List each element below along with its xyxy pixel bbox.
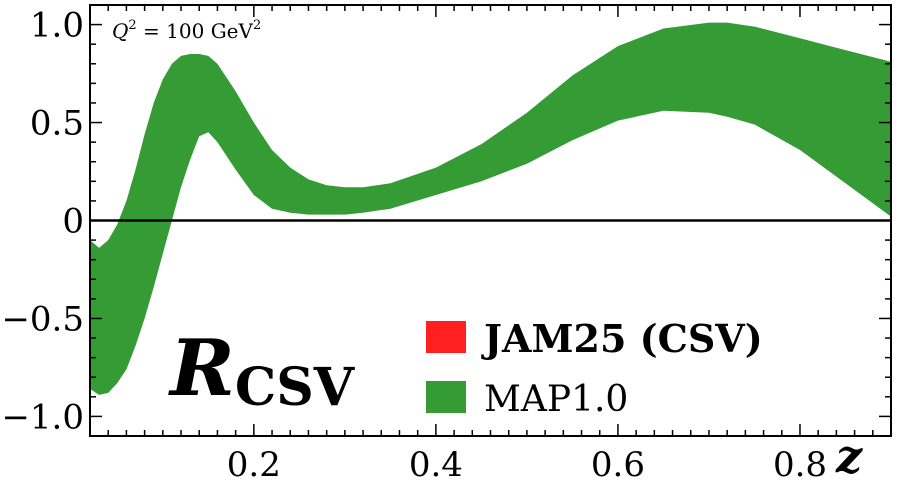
q2-prefix: Q: [112, 19, 128, 43]
q2-sup: 2: [128, 18, 136, 33]
x-tick-label: 0.8: [773, 445, 827, 485]
y-tick-label: 0: [62, 202, 84, 242]
legend-swatch-jam25: [426, 321, 466, 353]
x-tick-label: 0.2: [227, 445, 281, 485]
y-tick-label: 1.0: [30, 6, 84, 46]
q2-middle: = 100 GeV: [137, 19, 254, 43]
legend-label-jam25: JAM25 (CSV): [481, 316, 763, 361]
band-map1-0: [90, 22, 891, 395]
x-axis-label: z: [835, 429, 863, 483]
x-tick-label: 0.4: [409, 445, 463, 485]
csv-subscript: CSV: [235, 357, 356, 418]
band-layer: [90, 22, 891, 395]
q2-sup2: 2: [253, 18, 261, 33]
legend-swatch-map10: [426, 381, 466, 413]
plot-frame: [89, 4, 892, 437]
y-tick-label: −0.5: [1, 299, 84, 339]
legend-label-map10: MAP1.0: [484, 379, 628, 420]
r-csv-label: RCSV: [168, 323, 356, 418]
labels-layer: 0.2 0.4 0.6 0.8 −1.0 −0.5 0 0.5 1.0: [1, 6, 827, 485]
r-letter: R: [168, 323, 235, 414]
q2-annotation: Q2 = 100 GeV2: [112, 18, 261, 43]
y-tick-label: 0.5: [30, 104, 84, 144]
x-tick-label: 0.6: [591, 445, 645, 485]
y-tick-label: −1.0: [1, 397, 84, 437]
